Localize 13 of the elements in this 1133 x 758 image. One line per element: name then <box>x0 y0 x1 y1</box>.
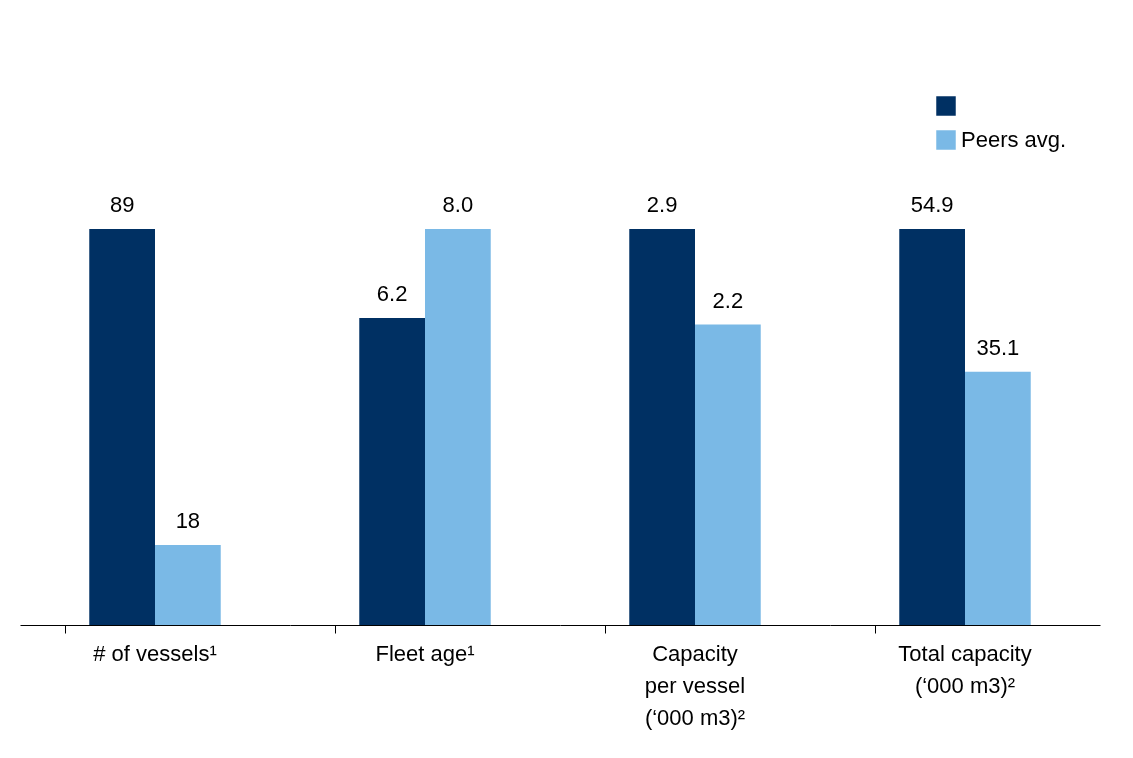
data-label: 89 <box>109 192 135 217</box>
legend-label: Peers avg. <box>961 127 1067 152</box>
data-label: 54.9 <box>910 192 954 217</box>
x-tick-label: Fleet age¹ <box>375 640 475 666</box>
data-label: 18 <box>175 507 201 533</box>
x-tick-label: Total capacity (‘000 m3)² <box>898 640 1032 698</box>
data-label: 2.9 <box>646 192 678 217</box>
data-label: 2.2 <box>712 287 744 313</box>
data-label: 8.0 <box>442 192 474 217</box>
x-tick-label: Capacity per vessel (‘000 m3)² <box>644 640 746 730</box>
data-label: 35.1 <box>976 334 1020 360</box>
x-tick-label: # of vessels¹ <box>93 640 217 666</box>
data-label: 6.2 <box>376 281 408 307</box>
